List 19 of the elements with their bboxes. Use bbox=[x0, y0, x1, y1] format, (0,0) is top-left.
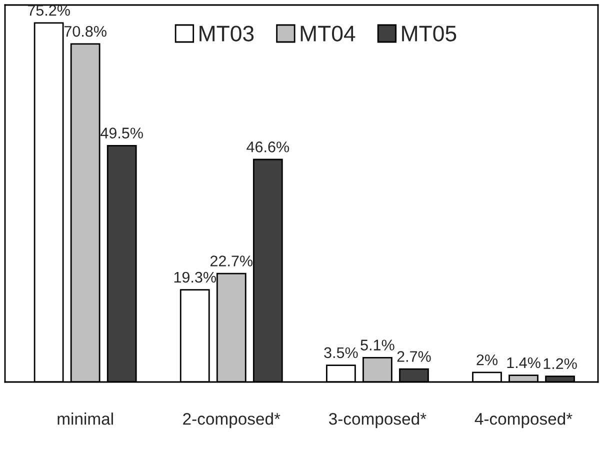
legend-label: MT04 bbox=[300, 26, 356, 42]
data-label: 1.4% bbox=[507, 357, 540, 368]
legend-label: MT05 bbox=[402, 26, 456, 42]
data-label: 46.6% bbox=[246, 142, 290, 152]
data-label: 19.3% bbox=[174, 272, 216, 283]
legend-label: MT03 bbox=[200, 26, 254, 42]
data-label: 2.7% bbox=[397, 351, 431, 362]
x-tick-label: 2-composed* bbox=[183, 412, 280, 428]
data-label: 2% bbox=[476, 354, 498, 366]
data-label: 22.7% bbox=[210, 256, 253, 266]
data-label: 5.1% bbox=[360, 340, 394, 350]
data-label: 70.8% bbox=[64, 26, 106, 37]
x-tick-label: minimal bbox=[58, 412, 113, 425]
x-tick-label: 3-composed* bbox=[328, 412, 426, 428]
x-tick-label: 4-composed* bbox=[474, 412, 572, 428]
data-label: 49.5% bbox=[100, 128, 143, 138]
data-label: 1.2% bbox=[544, 358, 577, 370]
data-label: 3.5% bbox=[324, 347, 358, 358]
data-label: 75.2% bbox=[28, 4, 70, 16]
